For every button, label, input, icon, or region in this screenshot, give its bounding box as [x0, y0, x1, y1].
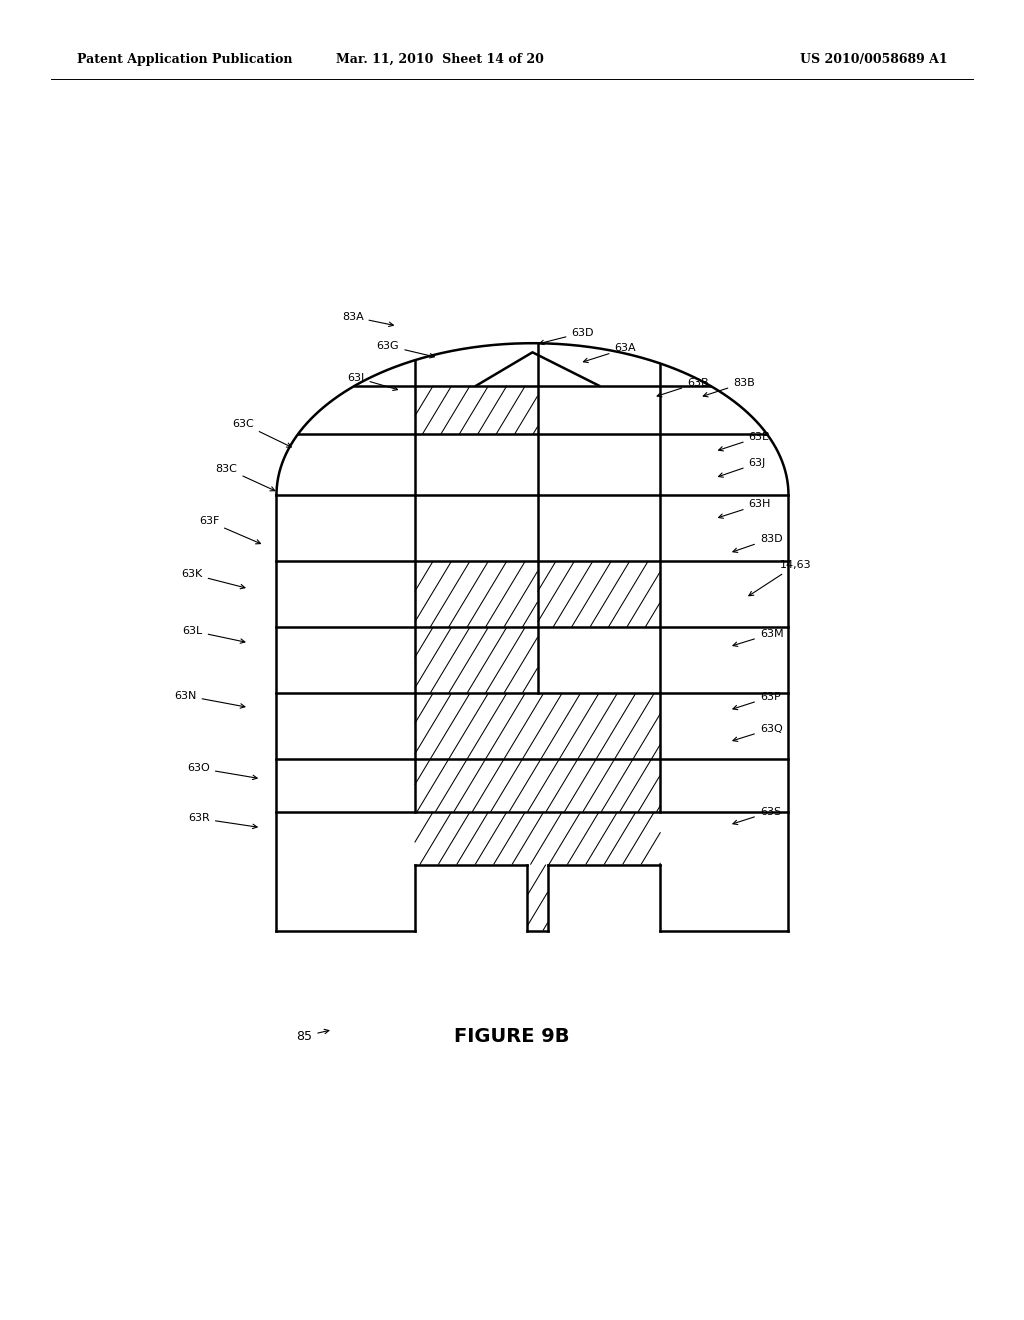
Text: 63S: 63S — [733, 807, 781, 825]
Text: 85: 85 — [296, 1030, 329, 1043]
Text: 63P: 63P — [733, 692, 780, 710]
Text: 63F: 63F — [199, 516, 260, 544]
Text: 63D: 63D — [540, 327, 594, 345]
Text: 63B: 63B — [657, 378, 709, 397]
Text: Mar. 11, 2010  Sheet 14 of 20: Mar. 11, 2010 Sheet 14 of 20 — [336, 53, 545, 66]
Text: 83B: 83B — [703, 378, 755, 397]
Text: 63M: 63M — [733, 628, 783, 647]
Text: 63H: 63H — [719, 499, 771, 519]
Text: 83A: 83A — [342, 312, 393, 326]
Text: 63A: 63A — [584, 343, 636, 363]
Text: 63C: 63C — [232, 418, 291, 447]
Text: 63E: 63E — [719, 432, 770, 451]
Text: 63J: 63J — [719, 458, 766, 478]
Text: 63G: 63G — [377, 341, 434, 358]
Text: 83D: 83D — [733, 533, 782, 552]
Text: 63O: 63O — [187, 763, 257, 780]
Text: 63R: 63R — [188, 813, 257, 829]
Text: 63K: 63K — [181, 569, 245, 589]
Text: 83C: 83C — [216, 463, 274, 491]
Text: 63N: 63N — [174, 690, 245, 708]
Text: US 2010/0058689 A1: US 2010/0058689 A1 — [800, 53, 947, 66]
Text: 63I: 63I — [347, 372, 397, 391]
Text: FIGURE 9B: FIGURE 9B — [455, 1027, 569, 1045]
Text: 63L: 63L — [182, 626, 245, 643]
Text: 63Q: 63Q — [733, 723, 782, 742]
Text: Patent Application Publication: Patent Application Publication — [77, 53, 292, 66]
Text: 14,63: 14,63 — [749, 560, 812, 595]
